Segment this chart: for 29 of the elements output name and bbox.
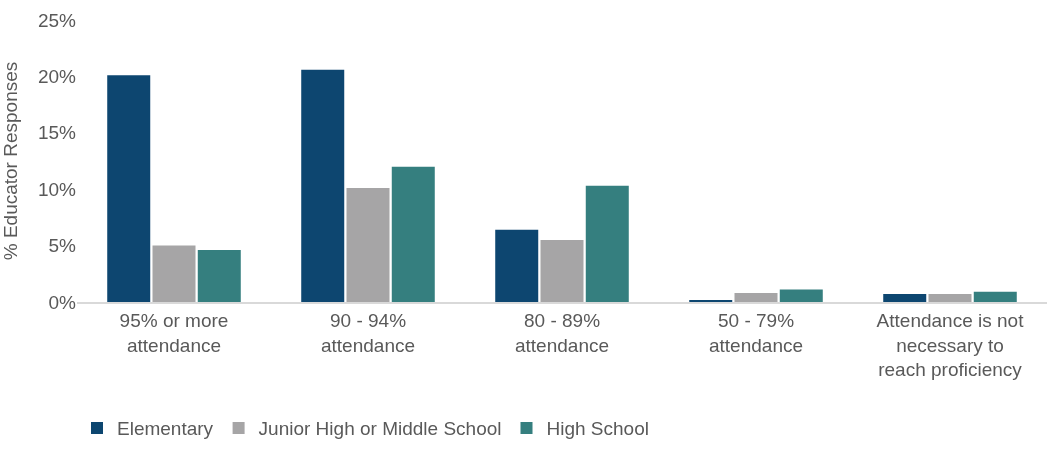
x-tick-label: 50 - 79% attendance — [708, 309, 804, 356]
bar — [928, 294, 972, 302]
y-tick-label: 15% — [37, 122, 77, 144]
y-tick-label: 10% — [37, 178, 77, 200]
x-tick-label: 90 - 94% attendance — [320, 309, 416, 356]
bar — [540, 239, 584, 302]
legend-label: High School — [546, 418, 649, 440]
x-tick-label: 80 - 89% attendance — [514, 309, 610, 356]
y-tick-label: 20% — [37, 66, 77, 88]
y-tick-label: 0% — [48, 291, 77, 313]
bar — [734, 292, 778, 302]
bar — [883, 294, 927, 302]
bar — [197, 250, 241, 302]
bar — [346, 188, 390, 302]
x-tick-label: Attendance is not necessary to reach proficiency — [876, 309, 1025, 381]
y-tick-label: 5% — [48, 235, 77, 257]
bar — [152, 245, 196, 302]
bar — [779, 289, 823, 302]
bar — [391, 166, 435, 302]
x-tick-label: 95% or more attendance — [119, 309, 229, 356]
bar — [585, 185, 629, 302]
y-axis-title: % Educator Responses — [0, 61, 21, 261]
legend-label: Elementary — [117, 418, 214, 440]
y-tick-label: 25% — [37, 9, 77, 31]
bar — [107, 75, 151, 302]
bar — [301, 69, 345, 302]
bar — [495, 229, 539, 302]
legend-label: Junior High or Middle School — [258, 418, 502, 440]
bar — [973, 291, 1017, 302]
